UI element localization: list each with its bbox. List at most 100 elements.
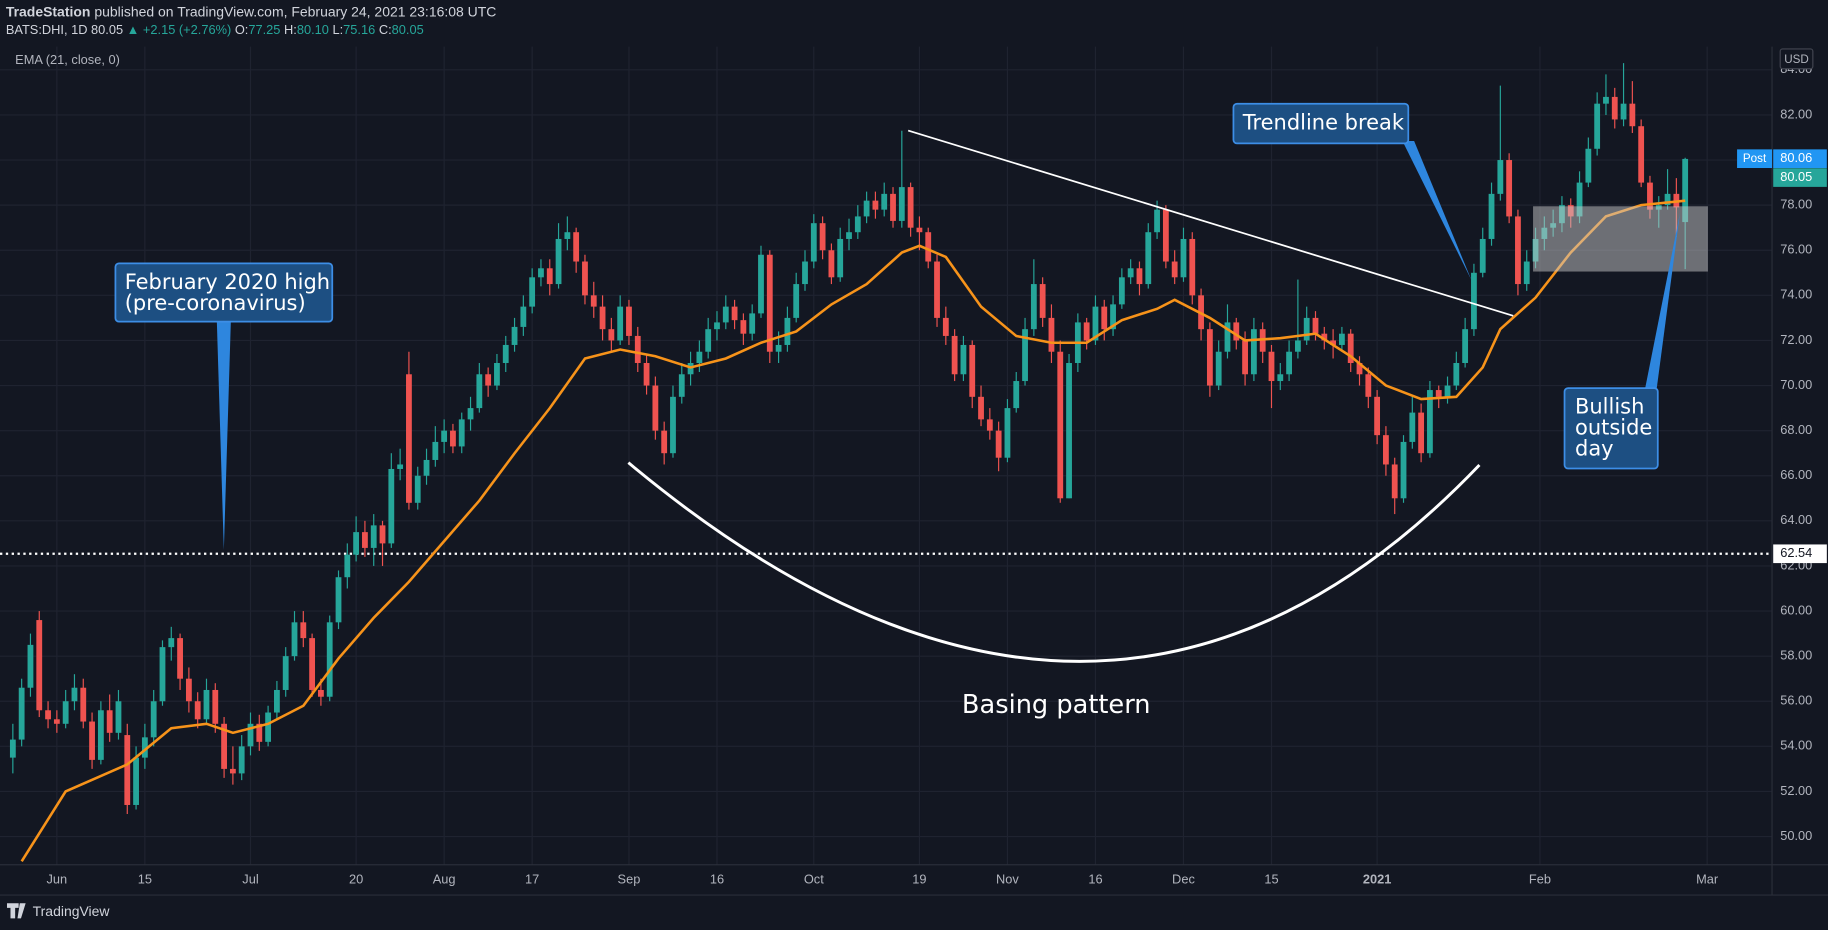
callout-line: outside [1575,416,1652,440]
candle-body [476,374,483,409]
candle-body [45,710,51,720]
publisher: TradeStation [6,3,91,19]
candle-body [494,362,500,386]
candle-body [406,374,412,503]
candle-body [766,254,773,352]
candle-body [661,430,668,454]
candle-body [1444,385,1451,397]
callout-line: Bullish [1575,395,1644,419]
candle-body [9,739,16,758]
x-tick-label: Sep [618,871,641,886]
candle-body [1453,362,1460,386]
candle-body [1479,238,1486,273]
candle-body [344,554,351,578]
plot-area [0,63,1773,863]
candle-body [1206,329,1213,386]
candle-body [934,261,940,318]
y-tick-label: 50.00 [1780,828,1812,843]
x-tick-label: 20 [349,871,363,886]
candle-body [458,419,465,447]
candle-body [1189,238,1196,296]
candle-body [1383,435,1389,465]
ohlc-value: 80.05 [392,22,424,37]
level-label: 62.54 [1780,545,1812,560]
candle-body [1365,374,1372,397]
candle-body [229,768,236,774]
y-tick-label: 54.00 [1780,738,1812,753]
candle-body [485,374,492,386]
candle-body [1321,333,1328,341]
callout-line: (pre-coronavirus) [125,291,306,315]
post-tag-box [1737,149,1773,169]
candle-body [802,261,808,285]
candle-body [1347,333,1354,363]
candle-body [652,385,659,431]
callout-box [1563,387,1659,470]
candle-body [854,216,861,233]
quote-line: BATS:DHI, 1D 80.05 ▲ +2.15 (+2.76%) O:77… [6,22,424,37]
candle-body [1083,322,1090,341]
candle-body [995,430,1002,458]
candle-body [1638,126,1645,183]
candle-body [1356,362,1363,375]
candle-body [828,250,835,278]
footer: TradingView [6,903,110,919]
candle-body [1471,272,1477,330]
candle-body [1277,374,1284,382]
candle-body [1092,306,1099,341]
candle-body [1268,351,1275,382]
candle-body [194,701,201,720]
y-tick-label: 52.00 [1780,783,1812,798]
x-tick-label: 15 [1264,871,1278,886]
callout-text: Bullish outside day [1575,395,1652,461]
candle-body [300,622,307,639]
axes: 50.0052.0054.0056.0058.0060.0062.0064.00… [0,46,1828,896]
ohlc-value: 77.25 [248,22,280,37]
candle-body [942,317,949,336]
candle-body [1620,103,1627,120]
candle-body [1330,340,1337,345]
candle-body [362,532,368,548]
candle-body [1435,390,1442,397]
candle-body [1391,464,1398,499]
candle-body [749,313,756,334]
candle-body [1664,193,1671,206]
callout-pointer [216,321,231,551]
candle-body [511,326,518,345]
ohlc-value: 75.16 [343,22,375,37]
candle-body [177,638,183,679]
candle-body [150,701,157,738]
y-tick-label: 60.00 [1780,602,1812,617]
callout-pointer [1402,141,1472,280]
candle-body [388,468,395,544]
candle-body [617,306,624,341]
candle-body [1506,160,1513,217]
basing-arc [627,461,1481,663]
candle-body [1127,268,1134,278]
candle-body [722,306,729,323]
candle-body [837,238,844,278]
ohlc-key: L: [332,22,343,37]
candle-body [714,322,720,330]
x-tick-label: Dec [1172,871,1195,886]
candle-body [256,723,263,742]
candle-body [810,223,817,262]
candle-body [590,295,597,307]
candle-body [1603,96,1609,104]
x-tick-label: Oct [804,871,824,886]
candle-body [1004,408,1011,458]
post-tag: Post [1743,152,1767,165]
candle-body [159,647,166,702]
candle-body [1312,317,1319,334]
y-tick-label: 74.00 [1780,287,1812,302]
candle-body [467,408,474,420]
candle-body [36,620,43,711]
y-tick-label: 68.00 [1780,422,1812,437]
y-tick-label: 82.00 [1780,106,1812,121]
candle-body [1418,412,1425,454]
candle-body [529,277,536,307]
candle-body [951,335,958,375]
candle-body [1374,396,1381,436]
candle-body [925,232,932,262]
